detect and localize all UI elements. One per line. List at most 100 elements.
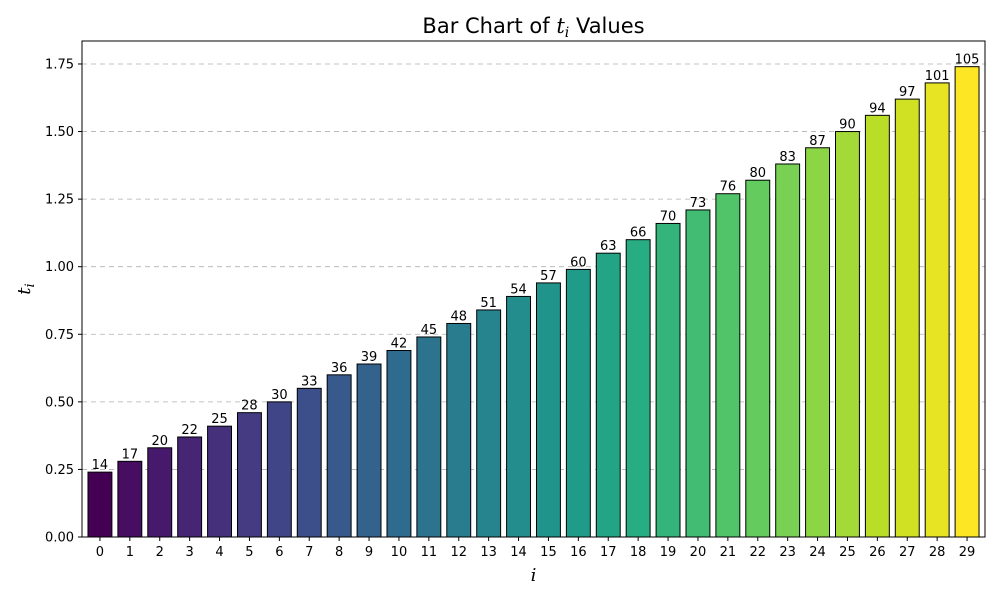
x-tick-label: 18 bbox=[630, 545, 647, 560]
x-axis-label: i bbox=[531, 565, 537, 586]
bar bbox=[356, 363, 382, 538]
x-tick-label: 14 bbox=[510, 545, 527, 560]
bar-data-label: 22 bbox=[181, 423, 198, 438]
bar bbox=[177, 436, 203, 538]
x-tick-label: 27 bbox=[899, 545, 916, 560]
bar bbox=[775, 163, 801, 538]
x-tick-label: 29 bbox=[959, 545, 976, 560]
plot-frame bbox=[81, 40, 986, 538]
x-tick-label: 13 bbox=[480, 545, 497, 560]
grid-lines bbox=[82, 63, 985, 470]
bar bbox=[715, 193, 741, 538]
y-tick-label: 1.50 bbox=[45, 125, 74, 140]
x-tick-label: 25 bbox=[839, 545, 856, 560]
bar-data-label: 97 bbox=[899, 85, 916, 100]
x-tick-label: 4 bbox=[215, 545, 223, 560]
bar-data-label: 42 bbox=[391, 336, 408, 351]
bar-data-label: 51 bbox=[480, 296, 497, 311]
y-tick-label: 0.50 bbox=[45, 395, 74, 410]
x-tick-label: 5 bbox=[245, 545, 253, 560]
bar-data-label: 73 bbox=[690, 196, 707, 211]
y-tick-label: 1.00 bbox=[45, 260, 74, 275]
bar bbox=[924, 82, 950, 538]
x-tick-label: 7 bbox=[305, 545, 313, 560]
x-axis-ticks: 0 1 2 3 4 5 6 7 8 9 10 11 12 13 14 15 16 17 18 19 20 21 22 23 24… bbox=[96, 537, 976, 560]
bar-data-label: 14 bbox=[92, 458, 109, 473]
bar bbox=[207, 425, 233, 538]
x-tick-label: 26 bbox=[869, 545, 886, 560]
bar-data-label: 101 bbox=[925, 69, 950, 84]
x-tick-label: 21 bbox=[720, 545, 737, 560]
bar-data-label: 63 bbox=[600, 239, 617, 254]
bar bbox=[535, 282, 561, 538]
bar-data-label: 57 bbox=[540, 269, 557, 284]
bar-data-label: 80 bbox=[749, 166, 766, 181]
bar-data-label: 66 bbox=[630, 226, 647, 241]
y-axis-ticks: 0.00 0.25 0.50 0.75 1.00 1.25 1.50 1.75 bbox=[45, 57, 82, 546]
bar-data-label: 90 bbox=[839, 118, 856, 133]
x-tick-label: 22 bbox=[749, 545, 766, 560]
x-tick-label: 23 bbox=[779, 545, 796, 560]
bar-data-label: 83 bbox=[779, 150, 796, 165]
bar bbox=[296, 387, 322, 538]
x-tick-label: 11 bbox=[421, 545, 438, 560]
x-tick-label: 12 bbox=[450, 545, 467, 560]
x-tick-label: 2 bbox=[156, 545, 164, 560]
bar bbox=[745, 179, 771, 538]
y-tick-label: 1.75 bbox=[45, 57, 74, 72]
bar-data-label: 45 bbox=[421, 323, 438, 338]
bar bbox=[685, 209, 711, 538]
bar bbox=[416, 336, 442, 538]
bar bbox=[565, 268, 591, 538]
y-axis-label: ti bbox=[14, 283, 38, 294]
bar bbox=[236, 412, 262, 538]
x-tick-label: 20 bbox=[690, 545, 707, 560]
chart-title: Bar Chart of ti Values bbox=[422, 14, 644, 41]
bar-data-label: 17 bbox=[122, 447, 139, 462]
bar-data-label: 33 bbox=[301, 374, 318, 389]
bars-group bbox=[87, 66, 980, 538]
x-tick-label: 15 bbox=[540, 545, 557, 560]
bar bbox=[834, 131, 860, 538]
y-tick-label: 1.25 bbox=[45, 193, 74, 208]
y-tick-label: 0.75 bbox=[45, 328, 74, 343]
bar-data-label: 94 bbox=[869, 101, 886, 116]
bar bbox=[625, 239, 651, 538]
bar bbox=[326, 374, 352, 538]
bar-data-label: 39 bbox=[361, 350, 378, 365]
bar-data-label: 28 bbox=[241, 399, 258, 414]
bar bbox=[266, 401, 292, 538]
bar-data-label: 30 bbox=[271, 388, 288, 403]
bar bbox=[147, 447, 173, 538]
bar bbox=[595, 252, 621, 538]
x-tick-label: 24 bbox=[809, 545, 826, 560]
bar-labels-group: 14 17 20 22 25 28 30 33 36 39 42 45 48 51 54 57 60 63 66 70… bbox=[92, 53, 980, 473]
bar-data-label: 105 bbox=[955, 53, 980, 68]
bar bbox=[476, 309, 502, 538]
x-tick-label: 6 bbox=[275, 545, 283, 560]
x-tick-label: 9 bbox=[365, 545, 373, 560]
bar-data-label: 20 bbox=[151, 434, 168, 449]
bar-data-label: 76 bbox=[720, 180, 737, 195]
bar bbox=[87, 471, 113, 538]
bar bbox=[864, 114, 890, 538]
bar-data-label: 48 bbox=[450, 309, 467, 324]
bar bbox=[117, 460, 143, 538]
y-tick-label: 0.25 bbox=[45, 463, 74, 478]
bar-data-label: 87 bbox=[809, 134, 826, 149]
x-tick-label: 16 bbox=[570, 545, 587, 560]
x-tick-label: 1 bbox=[126, 545, 134, 560]
bar-data-label: 25 bbox=[211, 412, 228, 427]
bar-data-label: 36 bbox=[331, 361, 348, 376]
bar-data-label: 70 bbox=[660, 209, 677, 224]
bar bbox=[506, 295, 532, 538]
y-tick-label: 0.00 bbox=[45, 531, 74, 546]
bar bbox=[894, 98, 920, 538]
bar bbox=[805, 147, 831, 538]
x-tick-label: 0 bbox=[96, 545, 104, 560]
x-tick-label: 19 bbox=[660, 545, 677, 560]
x-tick-label: 28 bbox=[929, 545, 946, 560]
bar bbox=[954, 66, 980, 538]
bar-data-label: 60 bbox=[570, 255, 587, 270]
